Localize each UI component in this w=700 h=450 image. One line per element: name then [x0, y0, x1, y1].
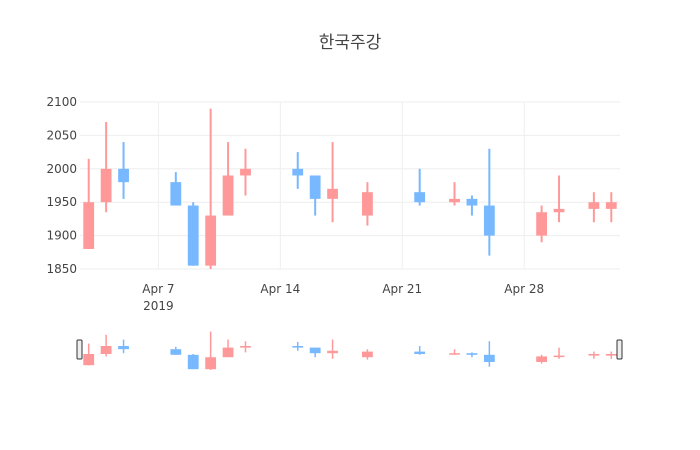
y-tick-label: 1900: [46, 229, 77, 243]
candle[interactable]: [100, 122, 112, 213]
y-axis: 1850 1900 1950 2000 2050 2100: [46, 95, 77, 276]
range-slider-right-handle[interactable]: [616, 339, 623, 360]
candle[interactable]: [588, 192, 600, 223]
range-slider-candles: [83, 331, 617, 370]
candle[interactable]: [605, 192, 617, 223]
candle[interactable]: [118, 142, 129, 199]
grid: [80, 101, 620, 270]
candle[interactable]: [240, 148, 251, 196]
range-slider[interactable]: [76, 331, 623, 370]
candle[interactable]: [327, 142, 338, 223]
candle[interactable]: [309, 175, 321, 216]
chart-title: 한국주강: [319, 33, 382, 53]
x-tick-label: Apr 7: [142, 282, 174, 296]
y-tick-label: 2100: [46, 95, 77, 109]
candle[interactable]: [222, 142, 234, 216]
candle[interactable]: [187, 202, 199, 266]
candle[interactable]: [362, 182, 373, 226]
range-slider-left-handle[interactable]: [76, 339, 83, 360]
candle[interactable]: [536, 205, 548, 243]
candle[interactable]: [449, 182, 460, 206]
x-tick-label: Apr 14: [260, 282, 300, 296]
y-tick-label: 2050: [46, 128, 77, 142]
y-tick-label: 1950: [46, 195, 77, 209]
candles[interactable]: [83, 108, 617, 269]
x-axis: Apr 7 2019 Apr 14 Apr 21 Apr 28: [142, 282, 544, 313]
x-tick-label: Apr 21: [382, 282, 422, 296]
x-tick-label: Apr 28: [504, 282, 544, 296]
candle[interactable]: [553, 175, 565, 223]
candle[interactable]: [205, 108, 217, 269]
candle[interactable]: [83, 158, 95, 249]
candle[interactable]: [483, 148, 495, 256]
candle[interactable]: [170, 172, 182, 206]
candle[interactable]: [292, 152, 304, 189]
candle[interactable]: [414, 168, 426, 206]
y-tick-label: 2000: [46, 162, 77, 176]
candle[interactable]: [466, 195, 478, 216]
x-tick-year: 2019: [143, 299, 174, 313]
y-tick-label: 1850: [46, 262, 77, 276]
